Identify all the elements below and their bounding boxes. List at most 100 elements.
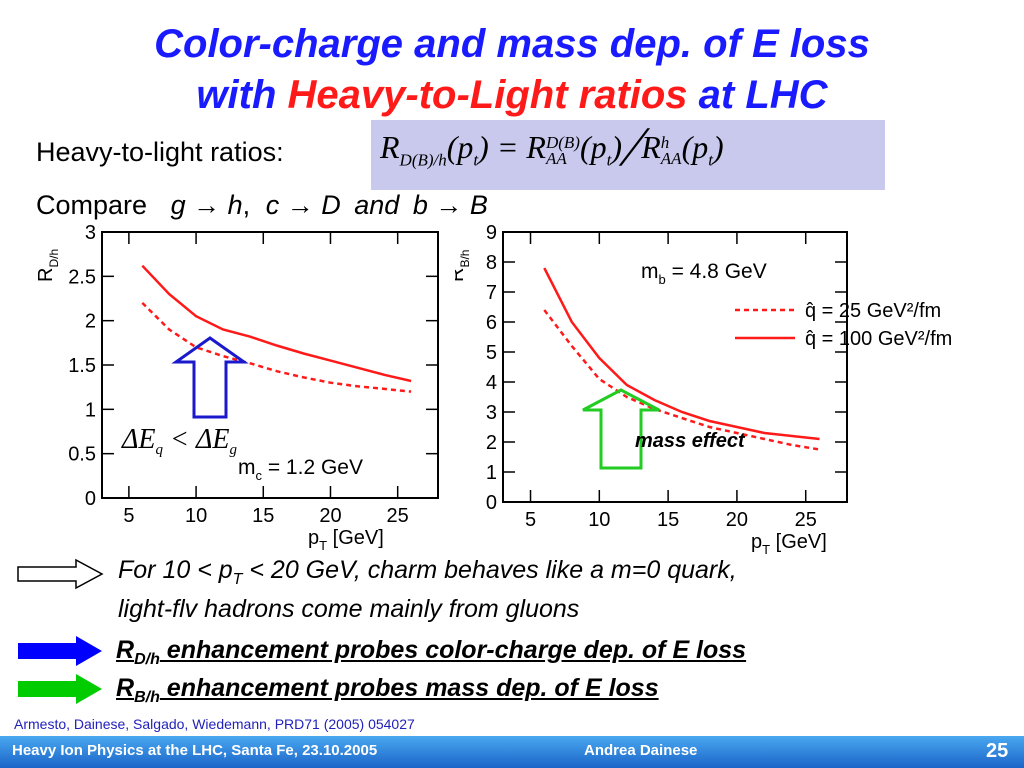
- left-chart-delta-annotation: ΔEq < ΔEg: [121, 424, 238, 458]
- left-chart-xtick-label: 10: [185, 505, 207, 527]
- bullet-3-sub: D/h: [134, 651, 160, 668]
- right-chart-ytick-label: 9: [486, 222, 497, 244]
- compare-comma: ,: [242, 190, 251, 220]
- right-chart-ytick-label: 3: [486, 402, 497, 424]
- left-chart-ytick-label: 2: [85, 311, 96, 333]
- formula-t3: t: [708, 150, 713, 170]
- formula-sub-dbh: D(B)/h: [399, 150, 447, 170]
- reference-citation: Armesto, Dainese, Salgado, Wiedemann, PR…: [14, 716, 415, 732]
- slide-title-line1: Color-charge and mass dep. of E loss: [154, 22, 870, 66]
- formula-t2: t: [606, 150, 612, 170]
- blue-hollow-arrow-icon: [171, 336, 249, 419]
- bullet-3-R: R: [116, 636, 135, 664]
- left-chart-series-dashed: [141, 302, 412, 393]
- formula-sup-h: h: [660, 132, 670, 152]
- legend-label: q̂ = 25 GeV²/fm: [805, 300, 941, 322]
- left-chart-ytick-label: 0.5: [68, 444, 96, 466]
- right-chart-frame: [502, 231, 848, 503]
- formula-slash: ╱: [621, 129, 642, 165]
- right-chart-xtick-label: 5: [525, 509, 536, 531]
- compare-B: B: [469, 190, 488, 220]
- left-chart-ytick-label: 1: [85, 399, 96, 421]
- right-chart-mass-effect: mass effect: [635, 430, 746, 452]
- right-chart-ytick-label: 1: [486, 462, 497, 484]
- right-chart-series-solid: [543, 267, 820, 441]
- legend-label: q̂ = 100 GeV²/fm: [805, 328, 952, 350]
- bullet-1-post: < 20 GeV, charm behaves like a m=0 quark…: [242, 556, 737, 584]
- right-chart-ylabel: RB/h: [455, 250, 472, 282]
- bullet-4-sub: B/h: [134, 689, 160, 706]
- compare-c: c: [265, 190, 280, 220]
- formula-arg1: (p: [446, 129, 474, 165]
- right-chart-series-dashed: [543, 309, 820, 451]
- left-chart-ytick-label: 1.5: [68, 355, 96, 377]
- title-at-lhc: at LHC: [687, 73, 828, 117]
- formula-sup-db: D(B): [545, 132, 580, 152]
- white-arrow-icon: [17, 558, 104, 590]
- bullet-4-text: enhancement probes mass dep. of E loss: [159, 674, 659, 702]
- bullet-1-sub: T: [232, 571, 243, 588]
- formula-arg3: (p: [681, 129, 709, 165]
- left-chart-xlabel: pT [GeV]: [308, 527, 384, 550]
- compare-D: D: [321, 190, 341, 220]
- blue-arrow-icon: [18, 636, 102, 666]
- formula: RD(B)/h(pt) = R D(B) AA (pt)╱R h AA (pt): [380, 128, 724, 170]
- formula-box: [371, 120, 885, 190]
- footer-conference: Heavy Ion Physics at the LHC, Santa Fe, …: [12, 742, 378, 759]
- bullet-4-R: R: [116, 674, 135, 702]
- left-chart-frame: [101, 231, 439, 499]
- footer-author: Andrea Dainese: [584, 742, 698, 759]
- left-chart-xtick-label: 25: [387, 505, 409, 527]
- bullet-4: RB/h enhancement probes mass dep. of E l…: [116, 674, 659, 707]
- bullet-3: RD/h enhancement probes color-charge dep…: [116, 636, 746, 669]
- arrow-bb-icon: →: [435, 190, 463, 220]
- compare-b: b: [412, 190, 428, 220]
- slide-title-line2: with Heavy-to-Light ratios at LHC: [0, 73, 1024, 117]
- chart-rdh: 5 10 15 20 25 0 0.5 1 1.5 2 2.5 3 pT [GeV] RD/h mc = 1…: [35, 222, 439, 550]
- left-chart-xtick-label: 20: [319, 505, 341, 527]
- compare-g: g: [170, 190, 186, 220]
- right-chart-xtick-label: 10: [588, 509, 610, 531]
- formula-R3: R: [641, 129, 661, 165]
- left-chart-series-solid: [141, 264, 412, 383]
- formula-R: R: [380, 129, 400, 165]
- compare-h: h: [227, 190, 243, 220]
- ratios-label: Heavy-to-light ratios:: [36, 137, 284, 167]
- formula-equals: =: [488, 129, 527, 165]
- formula-close2: ): [611, 129, 622, 165]
- right-chart-ytick-label: 2: [486, 432, 497, 454]
- left-chart-xtick-label: 5: [123, 505, 134, 527]
- formula-t1: t: [473, 150, 479, 170]
- compare-line: Compare g → h, c → D and b → B: [36, 190, 488, 221]
- left-chart-ytick-label: 3: [85, 222, 96, 244]
- formula-R2: R: [526, 129, 546, 165]
- green-arrow-icon: [18, 674, 102, 704]
- footer-bar: Heavy Ion Physics at the LHC, Santa Fe, …: [0, 736, 1024, 768]
- right-chart-ytick-label: 4: [486, 372, 497, 394]
- formula-close1: ): [478, 129, 489, 165]
- arrow-gh-icon: →: [193, 190, 221, 220]
- right-chart-xlabel: pT [GeV]: [751, 531, 827, 554]
- left-chart-ylabel: RD/h: [35, 249, 61, 282]
- bullet-3-text: enhancement probes color-charge dep. of …: [159, 636, 747, 664]
- left-chart-ytick-label: 2.5: [68, 266, 96, 288]
- formula-arg2: (p: [579, 129, 607, 165]
- formula-sub-aa1: AA: [545, 148, 567, 168]
- compare-and: and: [354, 190, 400, 220]
- right-chart-ytick-label: 8: [486, 252, 497, 274]
- right-chart-ytick-label: 0: [486, 492, 497, 514]
- left-chart-mass-annotation: mc = 1.2 GeV: [238, 456, 363, 483]
- page-number: 25: [986, 740, 1009, 762]
- right-chart-ytick-label: 6: [486, 312, 497, 334]
- right-chart-ytick-label: 5: [486, 342, 497, 364]
- right-chart-mass-annotation: mb = 4.8 GeV: [641, 260, 767, 287]
- formula-close3: ): [712, 129, 724, 165]
- compare-label: Compare: [36, 190, 148, 220]
- green-hollow-arrow-icon: [582, 388, 660, 470]
- chart-rbh: 5 10 15 20 25 0 1 2 3 4 5 6 7 8 9 pT [GeV] RB/h mb = 4.8 …: [455, 222, 952, 554]
- bullet-2: light-flv hadrons come mainly from gluon…: [118, 595, 580, 623]
- right-chart-xtick-label: 25: [795, 509, 817, 531]
- right-chart-ytick-label: 7: [486, 282, 497, 304]
- right-chart-xtick-label: 20: [726, 509, 748, 531]
- bullet-1: For 10 < pT < 20 GeV, charm behaves like…: [118, 556, 737, 589]
